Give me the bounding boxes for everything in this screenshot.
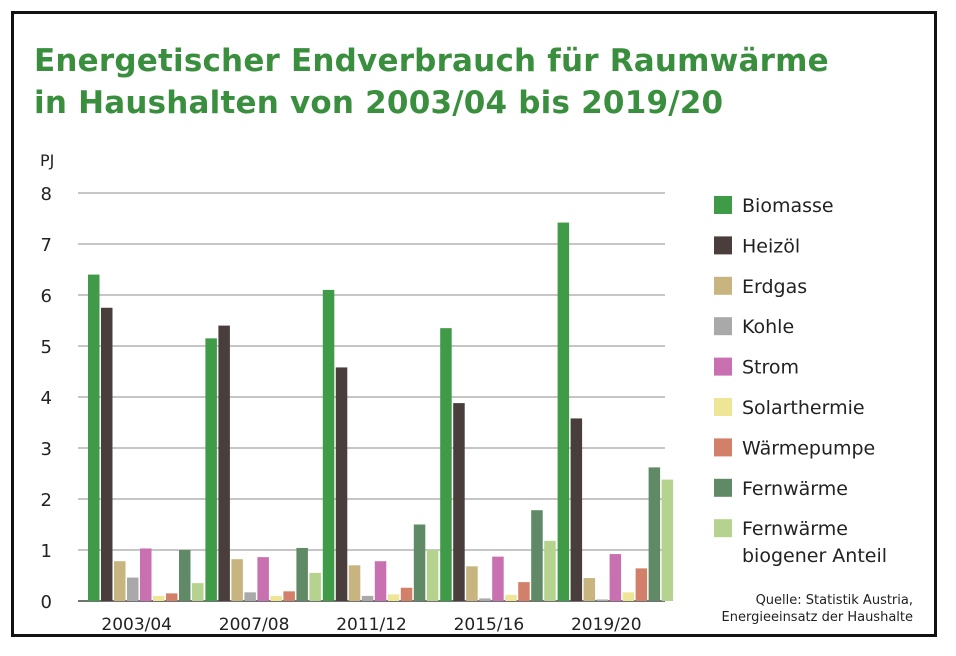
bar-fernwärme-2003-04 xyxy=(179,550,191,601)
legend-swatch xyxy=(714,236,732,255)
bar-solarthermie-2007-08 xyxy=(270,595,282,601)
bar-strom-2011-12 xyxy=(374,561,387,601)
y-tick-label: 0 xyxy=(41,592,52,613)
legend-label: Fernwärme xyxy=(742,518,848,540)
bar-heizöl-2007-08 xyxy=(218,325,230,601)
y-axis-label: PJ xyxy=(40,151,54,170)
bar-biomasse-2003-04 xyxy=(88,274,100,601)
y-tick-label: 2 xyxy=(41,490,52,511)
bar-heizöl-2015-16 xyxy=(453,403,465,601)
bar-biomasse-2015-16 xyxy=(440,328,452,601)
legend-swatch xyxy=(714,519,732,538)
bar-fernwärme-biogener-anteil-2019-20 xyxy=(661,479,674,601)
bar-heizöl-2003-04 xyxy=(101,307,113,601)
bar-strom-2015-16 xyxy=(492,556,504,601)
bar-fernwärme-2019-20 xyxy=(648,467,661,601)
y-tick-label: 7 xyxy=(41,235,52,256)
x-tick-label: 2007/08 xyxy=(219,615,290,635)
chart-title-line-1: Energetischer Endverbrauch für Raumwärme xyxy=(34,43,829,79)
bar-erdgas-2003-04 xyxy=(114,561,126,601)
x-ticks: 2003/04 2007/08 2011/12 2015/16 2019/20 xyxy=(101,615,641,635)
legend-label: biogener Anteil xyxy=(742,545,887,567)
bars xyxy=(88,222,674,601)
legend-swatch xyxy=(714,357,732,376)
bar-wärmepumpe-2015-16 xyxy=(518,582,530,601)
bar-erdgas-2015-16 xyxy=(466,566,478,601)
bar-solarthermie-2019-20 xyxy=(622,592,635,601)
bar-biomasse-2007-08 xyxy=(205,338,217,601)
x-tick-label: 2011/12 xyxy=(336,615,407,635)
chart-title: Energetischer Endverbrauch für Raumwärme… xyxy=(34,40,829,124)
x-tick-label: 2019/20 xyxy=(571,615,642,635)
bar-wärmepumpe-2011-12 xyxy=(400,587,413,601)
bar-fernwärme-biogener-anteil-2015-16 xyxy=(544,540,556,601)
y-tick-label: 4 xyxy=(41,388,52,409)
legend-label: Solarthermie xyxy=(742,397,865,419)
bar-kohle-2003-04 xyxy=(127,577,139,601)
bar-fernwärme-2007-08 xyxy=(296,547,308,601)
bar-strom-2003-04 xyxy=(140,548,152,601)
legend: Biomasse Heizöl Erdgas Kohle Strom Solartherm… xyxy=(714,195,887,567)
legend-swatch xyxy=(714,398,732,416)
legend-label: Wärmepumpe xyxy=(742,437,875,459)
legend-label: Erdgas xyxy=(742,276,807,298)
source-line-2: Energieeinsatz der Haushalte xyxy=(722,610,913,625)
source-line-1: Quelle: Statistik Austria, xyxy=(756,593,913,608)
bar-kohle-2011-12 xyxy=(361,595,374,601)
y-tick-label: 3 xyxy=(41,439,52,460)
legend-label: Fernwärme xyxy=(742,478,848,500)
legend-label: Biomasse xyxy=(742,195,834,217)
bar-heizöl-2019-20 xyxy=(570,418,583,601)
bar-biomasse-2011-12 xyxy=(322,289,335,601)
bar-wärmepumpe-2003-04 xyxy=(166,593,178,601)
bar-fernwärme-2015-16 xyxy=(531,510,543,601)
bar-kohle-2015-16 xyxy=(479,598,491,601)
bar-erdgas-2019-20 xyxy=(583,578,596,601)
legend-swatch xyxy=(714,478,732,497)
legend-label: Heizöl xyxy=(742,235,800,257)
legend-label: Strom xyxy=(742,357,799,379)
bar-wärmepumpe-2007-08 xyxy=(283,591,295,601)
bar-wärmepumpe-2019-20 xyxy=(635,568,648,601)
legend-swatch xyxy=(714,196,732,214)
bar-fernwärme-2011-12 xyxy=(413,524,426,601)
x-tick-label: 2015/16 xyxy=(454,615,525,635)
bar-solarthermie-2015-16 xyxy=(505,594,517,601)
bar-fernwärme-biogener-anteil-2003-04 xyxy=(192,583,204,601)
y-ticks: 0 1 2 3 4 5 6 7 8 xyxy=(41,184,52,613)
bar-erdgas-2007-08 xyxy=(231,559,243,601)
chart-frame xyxy=(11,11,937,637)
y-tick-label: 1 xyxy=(41,541,52,562)
bar-fernwärme-biogener-anteil-2011-12 xyxy=(426,550,439,601)
bar-biomasse-2019-20 xyxy=(557,222,570,601)
bar-strom-2007-08 xyxy=(257,557,269,601)
legend-swatch xyxy=(714,317,732,336)
bar-heizöl-2011-12 xyxy=(335,367,348,601)
bar-kohle-2007-08 xyxy=(244,592,256,601)
y-tick-label: 8 xyxy=(41,184,52,205)
bar-solarthermie-2011-12 xyxy=(387,594,400,601)
chart-title-line-2: in Haushalten von 2003/04 bis 2019/20 xyxy=(34,85,724,121)
bar-solarthermie-2003-04 xyxy=(153,595,165,601)
bar-erdgas-2011-12 xyxy=(348,565,361,601)
legend-swatch xyxy=(714,438,732,457)
legend-label: Kohle xyxy=(742,316,794,338)
bar-kohle-2019-20 xyxy=(596,599,609,601)
legend-swatch xyxy=(714,276,732,295)
y-tick-label: 6 xyxy=(41,286,52,307)
x-tick-label: 2003/04 xyxy=(101,615,172,635)
bar-strom-2019-20 xyxy=(609,554,622,601)
bar-fernwärme-biogener-anteil-2007-08 xyxy=(309,572,321,601)
y-tick-label: 5 xyxy=(41,337,52,358)
